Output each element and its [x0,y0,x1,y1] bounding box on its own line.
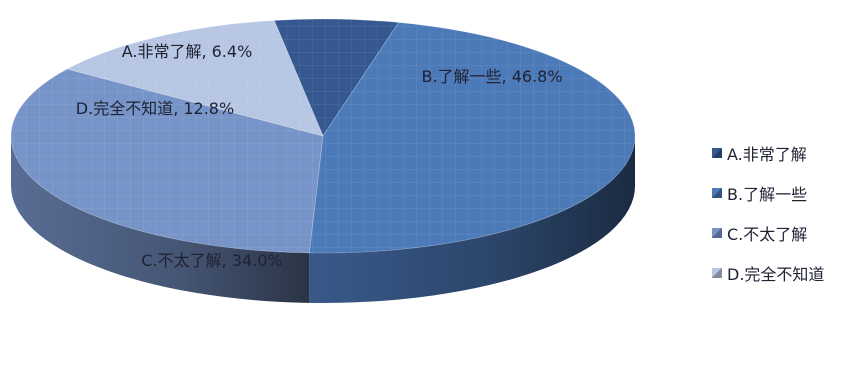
legend-item-b: B.了解一些 [712,183,824,204]
legend-swatch-a [712,148,722,158]
pie-sides [11,136,635,303]
legend: A.非常了解 B.了解一些 C.不太了解 D.完全不知道 [712,143,825,284]
data-label-b: B.了解一些, 46.8% [421,67,562,86]
pie-slice-texture-b [309,22,636,254]
pie-side-shade-c [11,136,310,303]
legend-swatch-d [712,268,722,278]
legend-label-a: A.非常了解 [727,145,807,164]
legend-label-d: D.完全不知道 [727,265,825,284]
data-label-a: A.非常了解, 6.4% [122,42,253,61]
legend-label-c: C.不太了解 [727,225,808,244]
legend-item-d: D.完全不知道 [712,263,825,284]
data-label-d: D.完全不知道, 12.8% [76,99,234,118]
pie-slices [10,18,636,254]
data-label-c: C.不太了解, 34.0% [141,251,282,270]
pie-slice-texture-c [10,69,324,253]
legend-swatch-b [712,188,722,198]
legend-item-a: A.非常了解 [712,143,824,164]
pie-data-labels: A.非常了解, 6.4% B.了解一些, 46.8% C.不太了解, 34.0% D.… [76,42,563,270]
pie-slice-texture-d [67,20,323,137]
pie-side-shade-b [309,136,635,303]
legend-label-b: B.了解一些 [727,185,808,204]
legend-swatch-c [712,228,722,238]
pie-slice-texture-a [274,19,399,137]
legend-item-c: C.不太了解 [712,223,824,244]
